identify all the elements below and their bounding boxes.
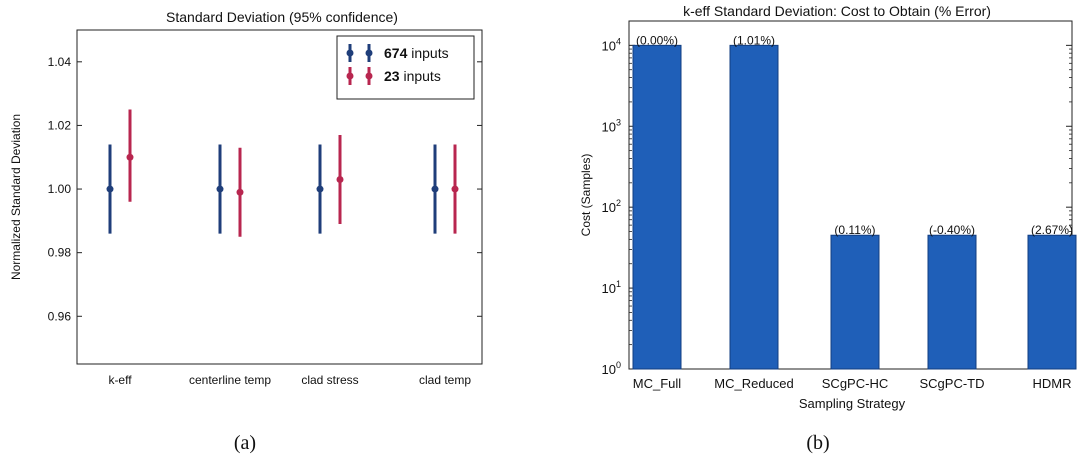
x-tick-label: k-eff: [108, 373, 132, 387]
error-bar-chart-panel: Standard Deviation (95% confidence) Norm…: [9, 9, 483, 454]
legend-label-rest: inputs: [407, 45, 448, 61]
y-tick-label: 102: [602, 198, 621, 215]
y-tick-label: 1.04: [48, 55, 72, 69]
data-point: [216, 185, 224, 193]
chart-b-x-ticks: MC_Full MC_Reduced SCgPC-HC SCgPC-TD HDMR: [633, 376, 1072, 391]
legend-label: 23 inputs: [384, 68, 441, 84]
legend-label-rest: inputs: [400, 68, 441, 84]
x-tick-label: MC_Reduced: [714, 376, 794, 391]
bar-data-label: (0.11%): [834, 223, 875, 237]
panel-b-caption: (b): [806, 432, 829, 454]
legend-box: [336, 35, 475, 100]
data-point: [126, 153, 134, 161]
bar: [1027, 234, 1077, 370]
chart-a-y-axis-label: Normalized Standard Deviation: [9, 114, 23, 280]
y-tick-exponent: 0: [616, 360, 621, 370]
panel-a-caption: (a): [234, 432, 256, 454]
legend-marker-dot: [365, 49, 373, 57]
x-tick-label: HDMR: [1033, 376, 1072, 391]
legend-label: 674 inputs: [384, 45, 449, 61]
chart-b-x-axis-label: Sampling Strategy: [799, 396, 906, 411]
y-tick-exponent: 1: [616, 279, 621, 289]
y-tick-label: 101: [602, 279, 621, 296]
bar: [729, 44, 779, 370]
y-tick-exponent: 2: [616, 198, 621, 208]
y-tick-label: 1.00: [48, 182, 72, 196]
data-point: [431, 185, 439, 193]
bar-data-label: (-0.40%): [929, 223, 975, 237]
data-point: [106, 185, 114, 193]
x-tick-label: clad stress: [301, 373, 358, 387]
y-tick-label: 1.02: [48, 118, 72, 132]
y-tick-base: 10: [602, 281, 616, 296]
y-tick-label: 103: [602, 117, 621, 134]
y-tick-label: 0.96: [48, 309, 72, 323]
data-point: [236, 188, 244, 196]
x-tick-label: clad temp: [419, 373, 471, 387]
chart-a-series: [106, 109, 459, 237]
x-tick-label: SCgPC-HC: [822, 376, 888, 391]
data-point: [316, 185, 324, 193]
y-tick-label: 104: [602, 36, 621, 53]
x-tick-label: MC_Full: [633, 376, 682, 391]
series-23-inputs: [126, 109, 459, 237]
data-point: [336, 176, 344, 184]
legend-entry: 23 inputs: [346, 67, 441, 85]
legend-label-bold: 23: [384, 68, 400, 84]
bar-data-label: (0.00%): [636, 33, 678, 47]
legend-marker-dot: [346, 49, 354, 57]
y-tick-exponent: 4: [616, 36, 621, 46]
chart-a-title: Standard Deviation (95% confidence): [166, 9, 398, 25]
bar-data-label: (2.67%): [1031, 223, 1073, 237]
y-tick-base: 10: [602, 200, 616, 215]
chart-a-y-ticks: 0.96 0.98 1.00 1.02 1.04: [48, 55, 482, 323]
bar: [830, 234, 880, 370]
bar-chart-panel: k-eff Standard Deviation: Cost to Obtain…: [579, 3, 1077, 454]
chart-b-title: k-eff Standard Deviation: Cost to Obtain…: [683, 3, 991, 19]
y-tick-exponent: 3: [616, 117, 621, 127]
series-674-inputs: [106, 144, 439, 234]
chart-a-x-ticks: k-eff centerline temp clad stress clad temp: [108, 373, 471, 387]
bar: [927, 234, 977, 370]
y-tick-base: 10: [602, 38, 616, 53]
bar-data-label: (1.01%): [733, 33, 775, 47]
x-tick-label: SCgPC-TD: [919, 376, 984, 391]
y-tick-base: 10: [602, 119, 616, 134]
x-tick-label: centerline temp: [189, 373, 271, 387]
legend-label-bold: 674: [384, 45, 408, 61]
bar: [632, 44, 682, 370]
y-tick-label: 0.98: [48, 246, 72, 260]
y-tick-base: 10: [602, 362, 616, 377]
y-tick-label: 100: [602, 360, 621, 377]
legend-entry: 674 inputs: [346, 44, 449, 62]
chart-b-bars: (0.00%) (1.01%) (0.11%) (-0.40%) (2.67%): [632, 33, 1077, 370]
chart-b-y-axis-label: Cost (Samples): [579, 154, 593, 237]
legend-marker-dot: [365, 72, 373, 80]
data-point: [451, 185, 459, 193]
legend-marker-dot: [346, 72, 354, 80]
